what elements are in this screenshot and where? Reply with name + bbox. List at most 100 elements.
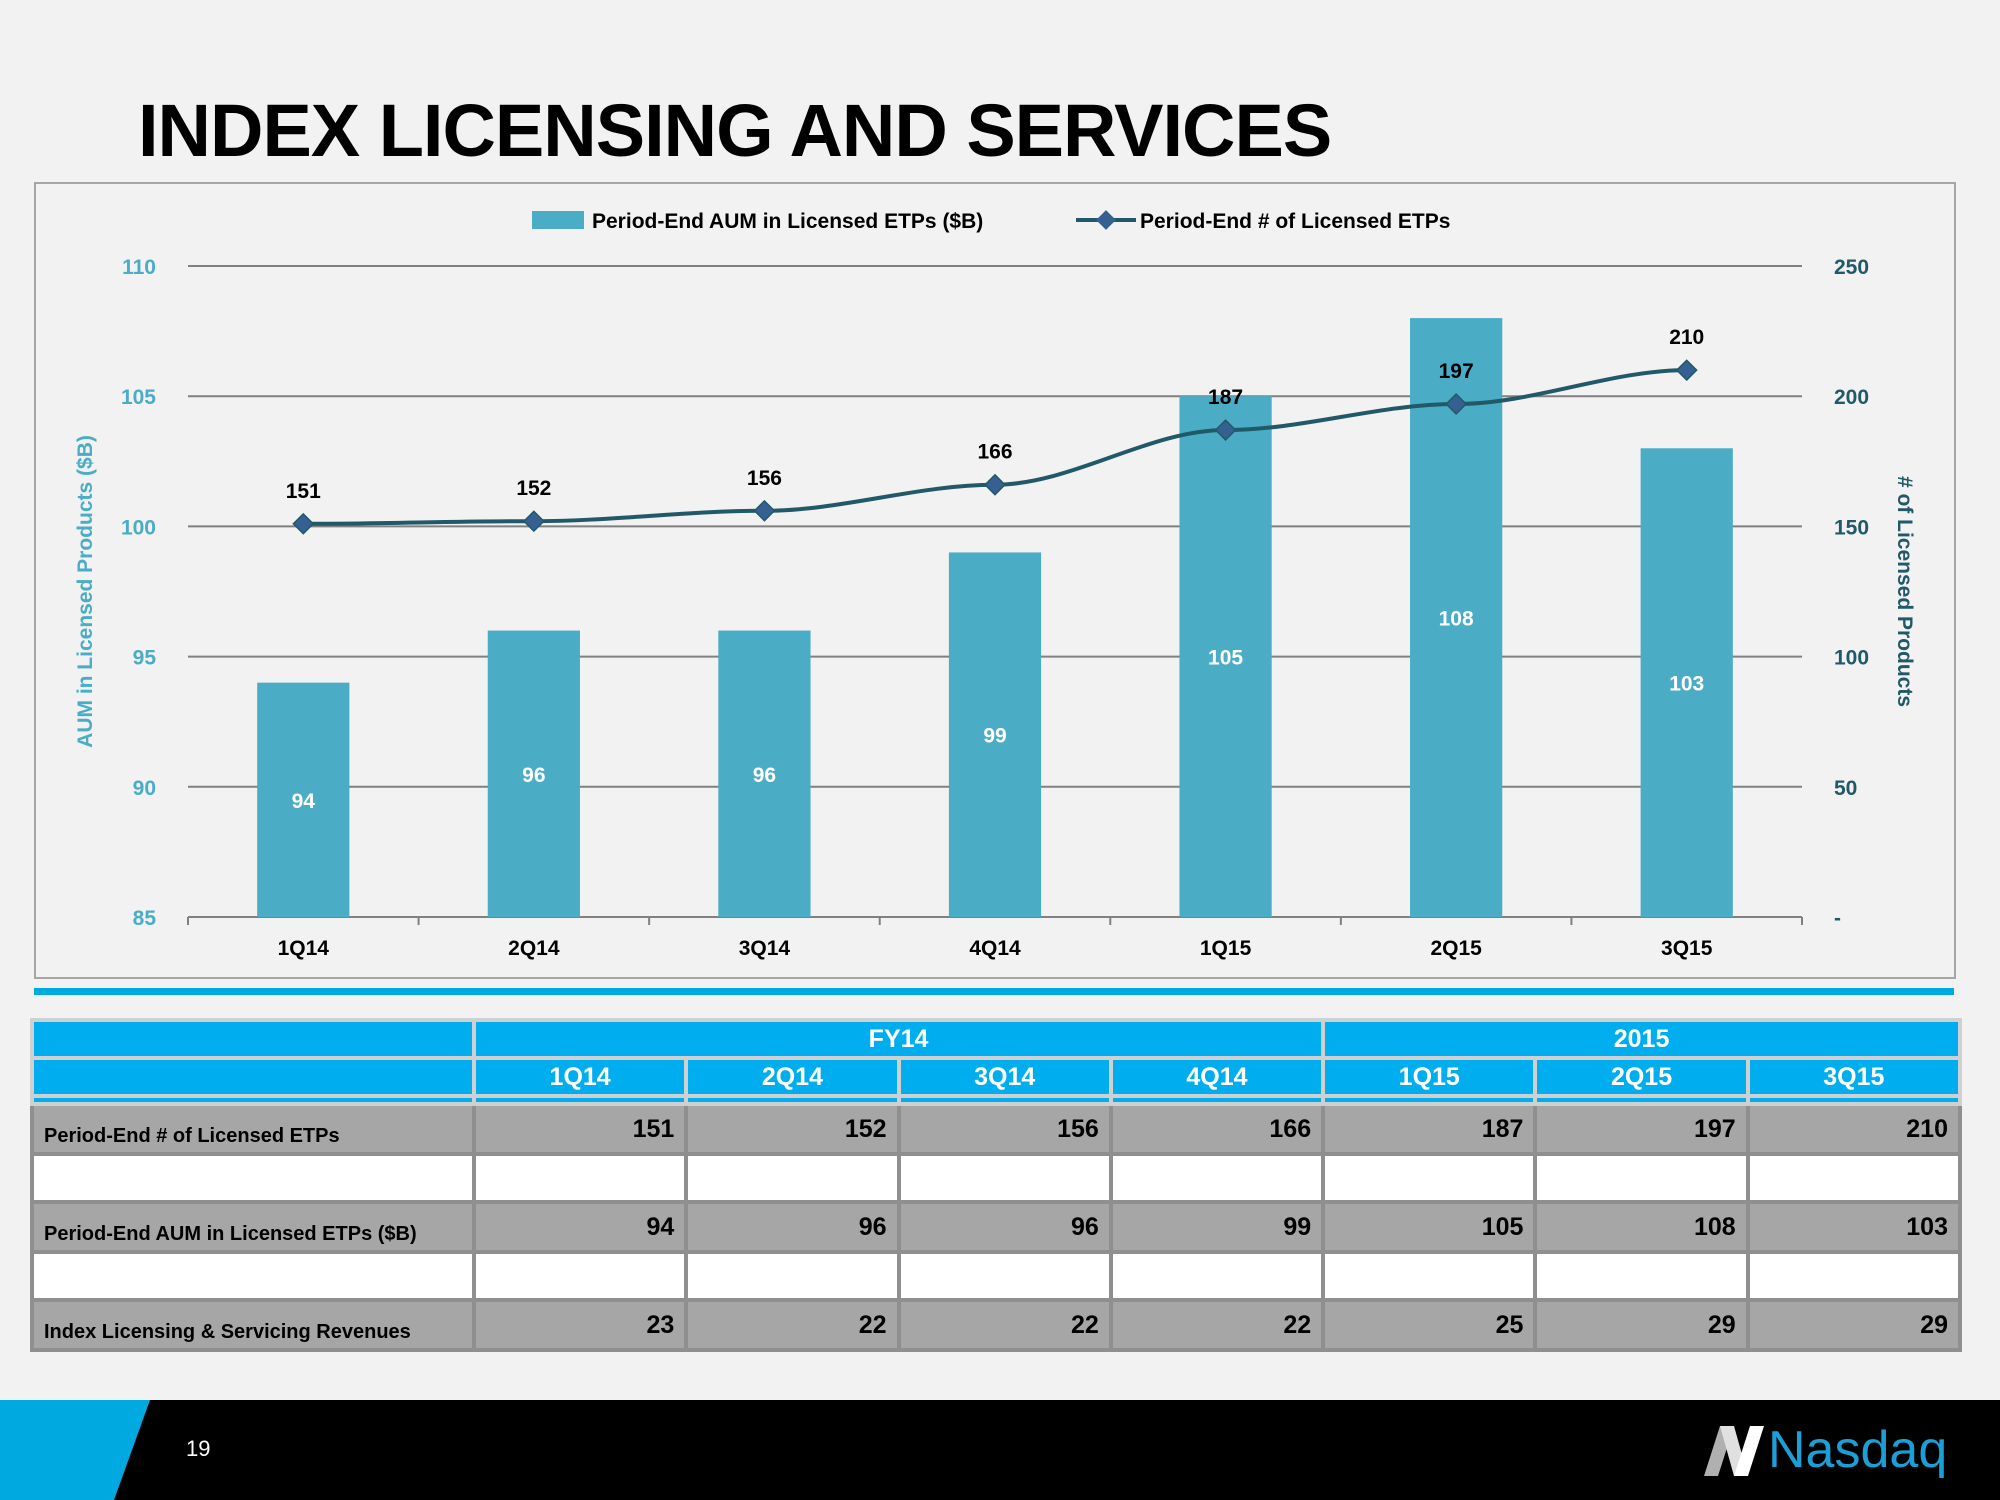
table-row: Period-End AUM in Licensed ETPs ($B) 94 … [30, 1200, 1963, 1254]
x-tick-label: 1Q14 [278, 937, 330, 960]
x-tick-label: 4Q14 [969, 937, 1021, 960]
table-corner-cell [30, 1056, 476, 1098]
divider-bar [34, 988, 1954, 995]
bar-data-label: 96 [753, 764, 776, 787]
table-blank-row [30, 1152, 1963, 1204]
x-tick-label: 3Q15 [1661, 937, 1713, 960]
nasdaq-logo-icon [1704, 1426, 1764, 1476]
chart-panel: 85 90 95 100 105 110 - 50 100 150 200 250 94 96 96 99 10… [34, 182, 1956, 979]
bar-data-label: 108 [1439, 608, 1474, 631]
table-cell: 197 [1533, 1102, 1750, 1156]
y2-axis-title: # of Licensed Products [1893, 476, 1916, 707]
y2-tick-label: 100 [1834, 647, 1869, 670]
line-data-label: 152 [516, 477, 551, 500]
table-group-fy14: FY14 [471, 1018, 1326, 1060]
table-column-header: 3Q15 [1745, 1056, 1963, 1098]
legend-label: Period-End # of Licensed ETPs [1140, 210, 1450, 233]
table-cell: 96 [896, 1200, 1113, 1254]
legend-swatch-bars [532, 211, 584, 229]
line-point [753, 499, 776, 522]
x-tick-label: 2Q14 [508, 937, 560, 960]
table-group-header-row: FY14 2015 [30, 1018, 1962, 1060]
y2-tick-label: 150 [1834, 516, 1869, 539]
bar-data-label: 96 [522, 764, 545, 787]
table-row-label: Period-End # of Licensed ETPs [30, 1102, 476, 1156]
table-column-header: 3Q14 [896, 1056, 1113, 1098]
y-axis-title: AUM in Licensed Products ($B) [74, 435, 97, 748]
bar [487, 630, 580, 917]
table-cell: 22 [1108, 1298, 1326, 1352]
line-point [1445, 393, 1468, 415]
table-cell: 210 [1745, 1102, 1963, 1156]
table-spacer-row [30, 1094, 1963, 1106]
line-data-label: 197 [1439, 360, 1474, 383]
table-row-label: Period-End AUM in Licensed ETPs ($B) [30, 1200, 476, 1254]
footer: 19 Nasdaq [0, 1400, 2000, 1500]
bar-data-label: 94 [292, 790, 316, 813]
x-tick-label: 3Q14 [739, 937, 791, 960]
y-tick-label: 105 [121, 386, 156, 409]
table-row-label: Index Licensing & Servicing Revenues [30, 1298, 476, 1352]
line-data-label: 166 [977, 441, 1012, 464]
table-column-header: 1Q14 [471, 1056, 689, 1098]
table-cell: 103 [1745, 1200, 1963, 1254]
x-tick-label: 2Q15 [1430, 937, 1482, 960]
table-column-header-row: 1Q14 2Q14 3Q14 4Q14 1Q15 2Q15 3Q15 [30, 1056, 1963, 1098]
table-cell: 151 [471, 1102, 689, 1156]
legend-swatch-marker [1096, 210, 1116, 230]
table-cell: 29 [1745, 1298, 1963, 1352]
table-column-header: 2Q15 [1533, 1056, 1750, 1098]
combo-chart: 85 90 95 100 105 110 - 50 100 150 200 250 94 96 96 99 10… [74, 210, 1916, 960]
page-title: INDEX LICENSING AND SERVICES [138, 89, 1332, 172]
table-column-header: 2Q14 [684, 1056, 901, 1098]
y2-tick-label: 50 [1834, 777, 1857, 800]
table-group-2015: 2015 [1321, 1018, 1962, 1060]
bar [1410, 318, 1503, 917]
table-cell: 166 [1108, 1102, 1326, 1156]
table-row: Period-End # of Licensed ETPs 151 152 15… [30, 1102, 1963, 1156]
table-cell: 187 [1321, 1102, 1538, 1156]
y2-tick-label: - [1834, 907, 1841, 930]
bar-data-label: 103 [1669, 673, 1704, 696]
table-corner-cell [30, 1018, 476, 1060]
line-point [1214, 419, 1237, 442]
bar-data-label: 105 [1208, 647, 1243, 670]
table-cell: 22 [896, 1298, 1113, 1352]
legend-label: Period-End AUM in Licensed ETPs ($B) [592, 210, 983, 233]
y-tick-label: 85 [133, 907, 157, 930]
y-tick-label: 90 [133, 777, 156, 800]
logo-text: Nasdaq [1768, 1421, 1948, 1479]
table-cell: 96 [684, 1200, 901, 1254]
line-data-label: 187 [1208, 386, 1243, 409]
bar [257, 682, 350, 917]
line-point [1675, 359, 1698, 382]
table-cell: 99 [1108, 1200, 1326, 1254]
table-column-header: 1Q15 [1321, 1056, 1538, 1098]
y2-tick-label: 250 [1834, 256, 1869, 279]
y2-tick-label: 200 [1834, 386, 1869, 409]
table-blank-row [30, 1250, 1963, 1302]
table-cell: 108 [1533, 1200, 1750, 1254]
bar-data-label: 99 [983, 725, 1006, 748]
table-row: Index Licensing & Servicing Revenues 23 … [30, 1298, 1963, 1352]
table-cell: 25 [1321, 1298, 1538, 1352]
y-tick-label: 100 [121, 516, 156, 539]
table-cell: 152 [684, 1102, 901, 1156]
line-data-label: 210 [1669, 326, 1704, 349]
data-table: FY14 2015 1Q14 2Q14 3Q14 4Q14 1Q15 2Q15 … [30, 1018, 1963, 1352]
line-point [522, 510, 545, 533]
table-cell: 94 [471, 1200, 689, 1254]
table-cell: 156 [896, 1102, 1113, 1156]
x-tick-label: 1Q15 [1200, 937, 1252, 960]
table-cell: 105 [1321, 1200, 1538, 1254]
table-column-header: 4Q14 [1108, 1056, 1326, 1098]
y-tick-label: 95 [133, 647, 157, 670]
bar [1640, 448, 1733, 917]
bar [1179, 396, 1272, 917]
footer-accent [0, 1400, 150, 1500]
table-cell: 22 [684, 1298, 901, 1352]
line-data-label: 156 [747, 467, 782, 490]
y-tick-label: 110 [122, 256, 156, 279]
bar [948, 552, 1042, 917]
table-cell: 23 [471, 1298, 689, 1352]
